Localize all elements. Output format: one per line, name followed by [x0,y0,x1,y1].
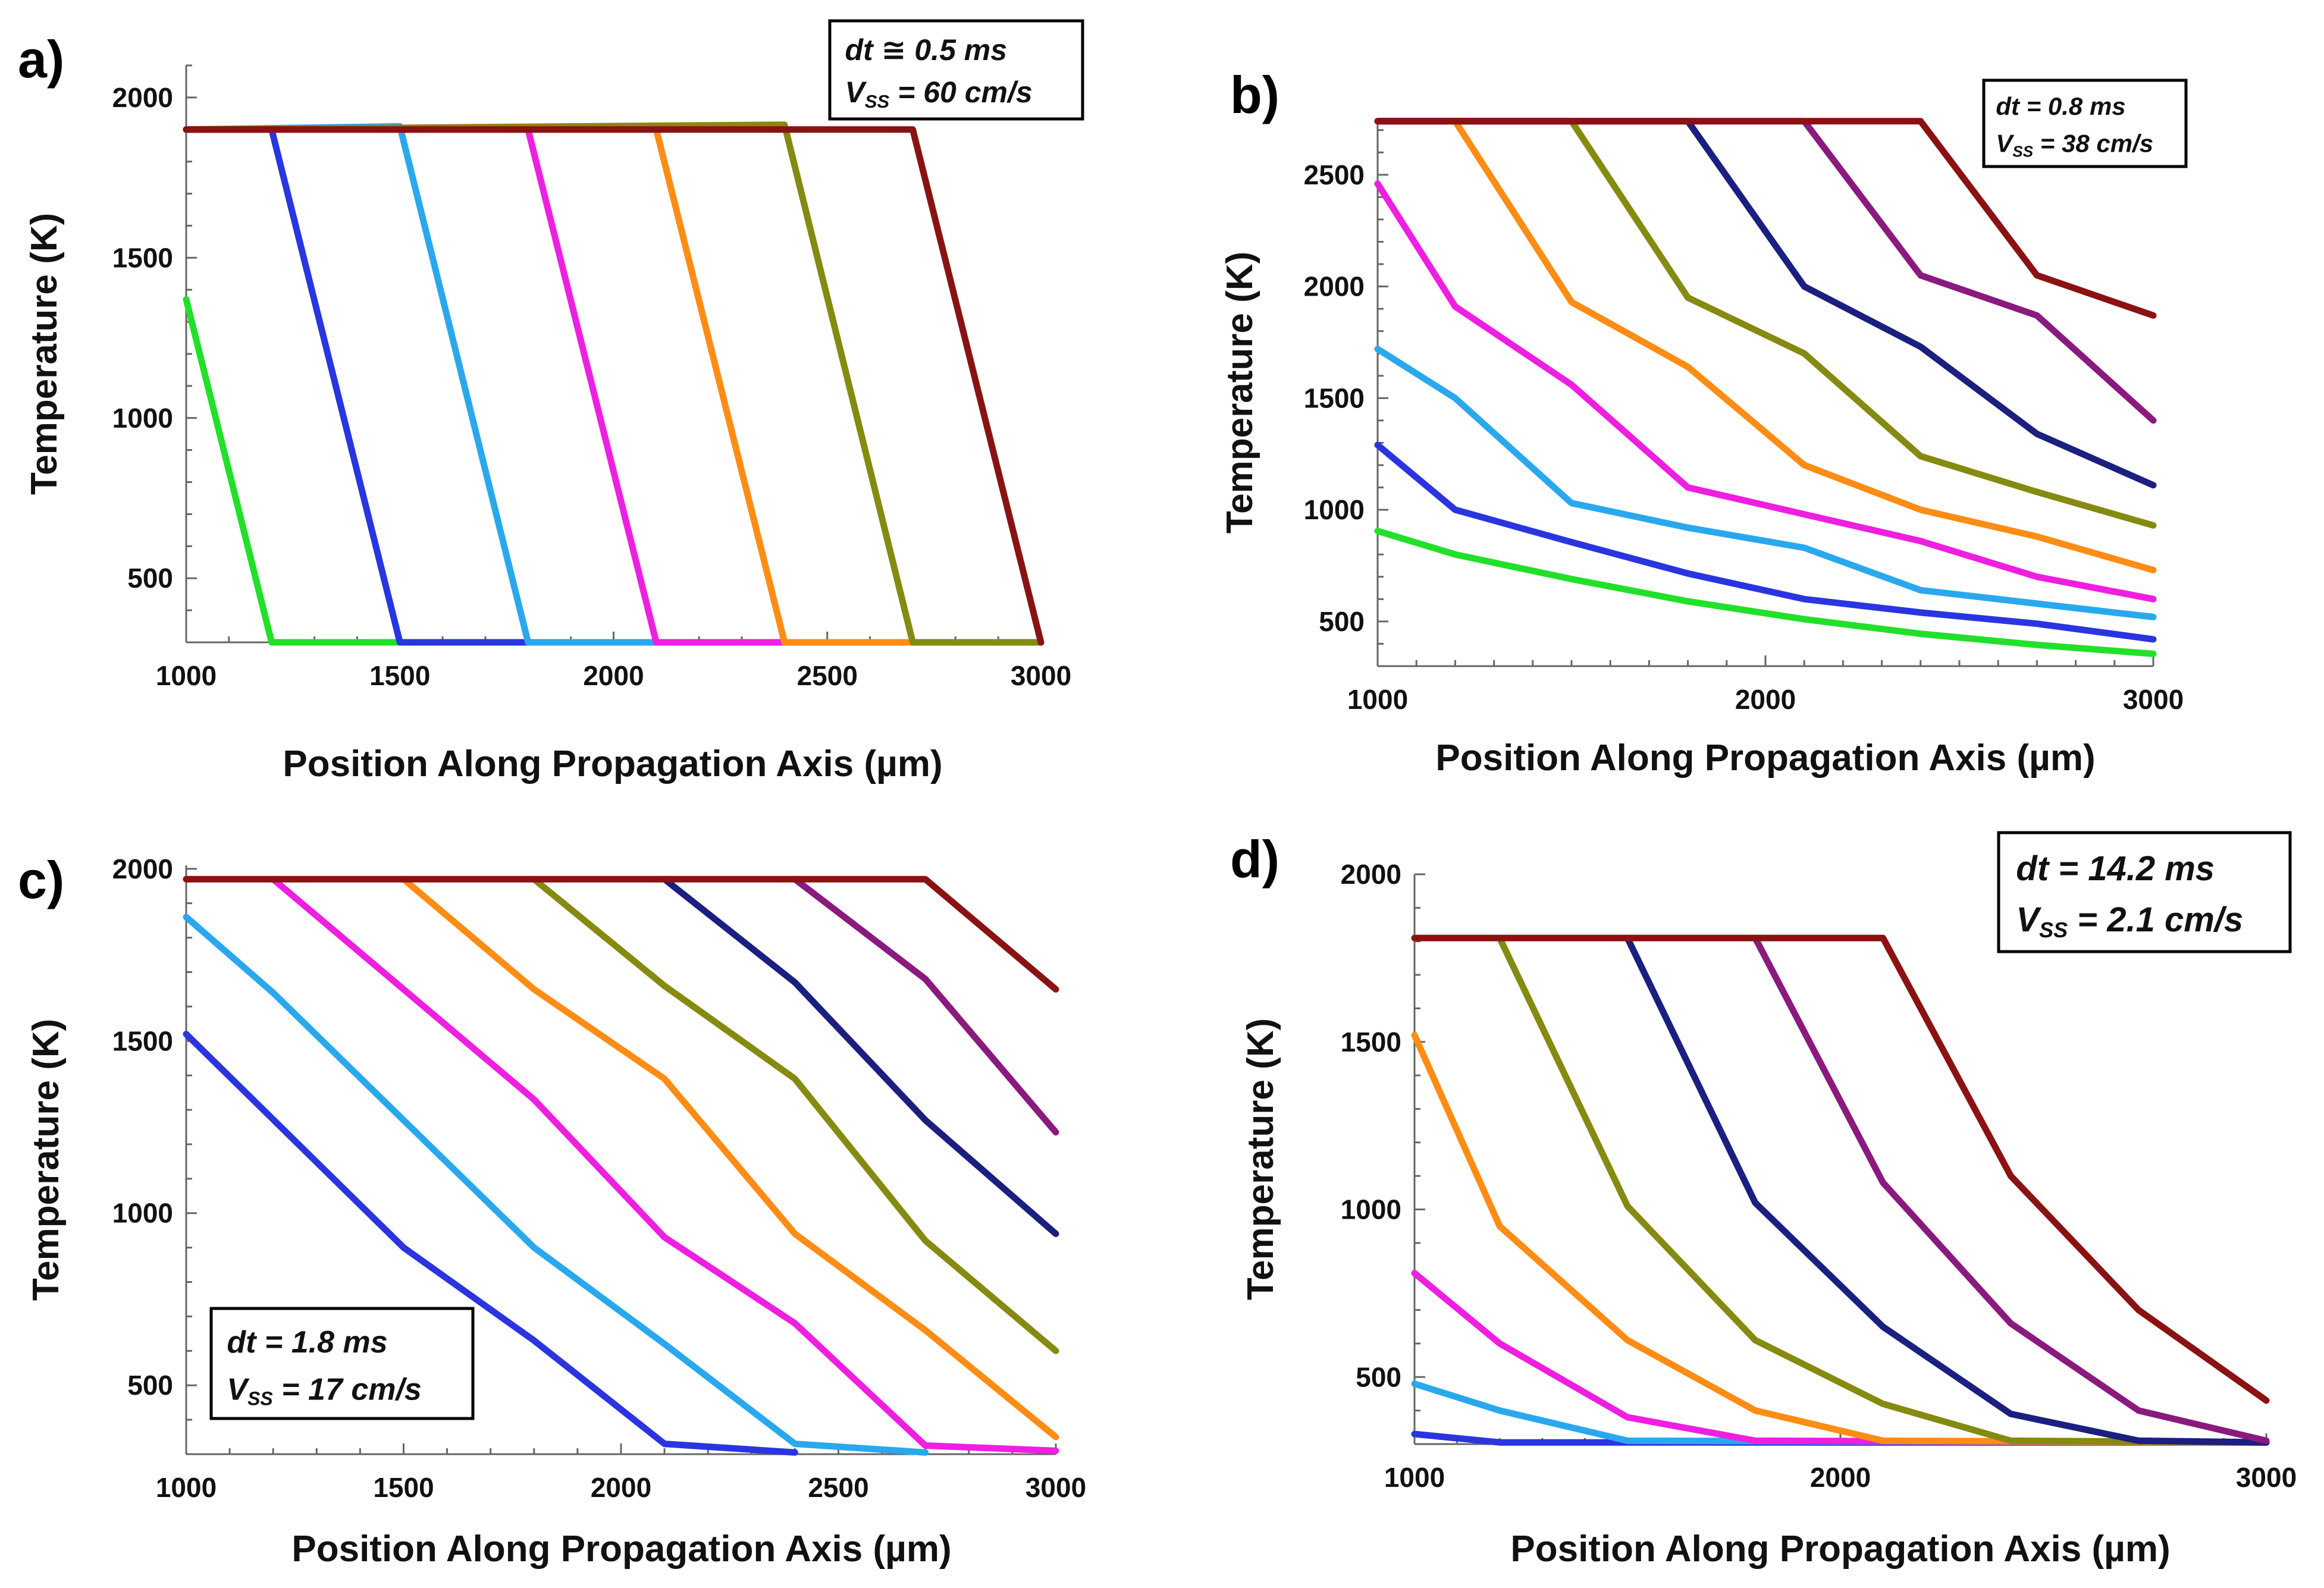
annotation-frame [828,19,1084,121]
y-tick-label: 1500 [1341,1027,1401,1057]
y-tick-label: 1500 [1304,382,1365,413]
x-tick-label: 1000 [156,660,217,691]
y-axis-title: Temperature (K) [1219,252,1260,533]
series-line-3 [269,875,1059,1454]
y-axis-title: Temperature (K) [26,1019,67,1301]
series-line-2 [1374,441,2157,643]
series-line-6 [661,875,1059,1237]
annotation-frame [1982,79,2188,168]
y-tick-label: 1000 [1304,494,1365,525]
y-tick-label: 2000 [1304,271,1365,302]
series-line-1 [183,1031,798,1456]
series-line-5 [1496,934,2270,1446]
x-tick-label: 1500 [373,1472,434,1503]
series-line-5 [1374,118,2157,573]
panel-label: a) [18,30,64,89]
series-line-8 [183,875,1059,993]
x-axis-title: Position Along Propagation Axis (µm) [1510,1529,2170,1570]
x-tick-label: 2500 [797,660,858,691]
y-axis-title: Temperature (K) [24,213,65,495]
annotation-dt: dt ≅ 0.5 ms [845,33,1008,67]
series-line-5 [183,126,1045,646]
annotation-vss: VSS = 2.1 cm/s [2016,900,2243,942]
x-axis-title: Position Along Propagation Axis (µm) [283,743,942,784]
x-tick-label: 3000 [2236,1462,2297,1493]
x-axis-title: Position Along Propagation Axis (µm) [291,1529,951,1570]
annotation-vss: VSS = 17 cm/s [227,1373,421,1410]
y-tick-label: 2000 [112,82,173,113]
annotation-dt: dt = 1.8 ms [227,1325,387,1360]
x-tick-label: 1000 [1347,684,1408,715]
y-tick-label: 500 [1356,1361,1401,1392]
series-line-7 [791,875,1059,1136]
series-line-6 [183,121,1045,646]
series-line-2 [183,914,929,1456]
x-tick-label: 2000 [583,660,644,691]
annotation-box: dt = 1.8 ms VSS = 17 cm/s [209,1307,475,1420]
x-tick-label: 3000 [1025,1472,1086,1503]
series-line-7 [1752,934,2270,1444]
series-line-3 [1411,1270,2270,1446]
y-axis-title: Temperature (K) [1240,1018,1281,1300]
x-tick-label: 2500 [808,1472,868,1503]
panel-a: 1000 1500 2000 2500 3000 500 1000 1500 2000 Posit… [18,19,1084,784]
x-tick-label: 3000 [2123,684,2184,715]
panel-label: c) [18,851,64,909]
y-tick-label: 1000 [112,1198,173,1229]
x-tick-label: 2000 [1735,684,1796,715]
x-tick-label: 1000 [1384,1462,1445,1493]
panel-label: d) [1230,830,1279,889]
series-line-9 [1374,118,2157,319]
panel-c: 1000 1500 2000 2500 3000 500 1000 1500 2000 Posit… [18,851,1086,1570]
annotation-box: dt = 0.8 ms VSS = 38 cm/s [1982,79,2188,168]
series-line-4 [1374,180,2157,602]
annotation-dt: dt = 0.8 ms [1996,92,2125,120]
annotation-vss: VSS = 60 cm/s [845,76,1033,112]
series-line-2 [183,126,1045,646]
series-line-7 [183,126,1045,646]
x-tick-label: 2000 [1810,1462,1871,1493]
panel-d: 1000 2000 3000 500 1000 1500 2000 Position Alon… [1230,830,2297,1570]
annotation-box: dt ≅ 0.5 ms VSS = 60 cm/s [828,19,1084,121]
series-line-3 [1374,346,2157,620]
y-tick-label: 500 [127,1370,173,1401]
series-line-3 [183,123,1045,646]
x-tick-label: 2000 [591,1472,651,1503]
y-tick-label: 1500 [112,242,173,273]
y-tick-label: 2000 [112,853,173,884]
y-tick-label: 500 [127,563,173,594]
panel-b: 1000 2000 3000 500 1000 1500 2000 2500 Position … [1219,65,2188,779]
series-line-4 [183,126,1045,646]
series-line-8 [1411,934,2270,1404]
x-tick-label: 3000 [1011,660,1071,691]
x-tick-label: 1000 [156,1472,217,1503]
series-line-4 [1411,1032,2270,1446]
annotation-dt: dt = 14.2 ms [2016,849,2215,888]
x-axis-title: Position Along Propagation Axis (µm) [1435,737,2095,779]
x-tick-label: 1500 [369,660,430,691]
y-tick-label: 500 [1319,606,1365,637]
series-line-4 [400,875,1059,1441]
y-tick-label: 1500 [112,1025,173,1056]
annotation-frame [1997,831,2292,953]
series-line-5 [531,875,1059,1354]
series-line-6 [1624,934,2270,1446]
annotation-frame [209,1307,475,1420]
y-tick-label: 2500 [1304,159,1365,190]
panel-label: b) [1230,65,1279,124]
annotation-vss: VSS = 38 cm/s [1996,129,2153,160]
annotation-box: dt = 14.2 ms VSS = 2.1 cm/s [1997,831,2292,953]
y-tick-label: 1000 [112,403,173,434]
series-line-1 [1374,528,2157,657]
y-tick-label: 1000 [1341,1194,1401,1225]
y-tick-label: 2000 [1341,859,1401,890]
